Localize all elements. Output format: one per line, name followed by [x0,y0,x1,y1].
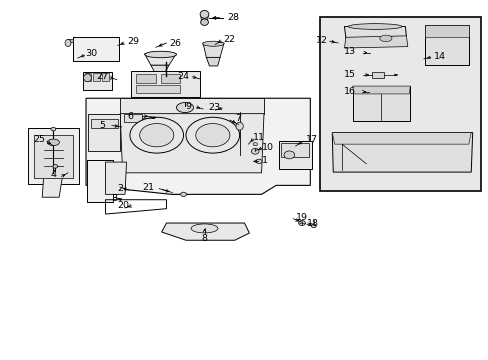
Polygon shape [200,14,208,22]
Text: 14: 14 [433,52,445,61]
Text: 24: 24 [177,72,189,81]
Text: 13: 13 [344,47,356,56]
Bar [136,74,156,83]
Polygon shape [161,223,249,240]
Bar [371,72,384,78]
Text: 28: 28 [226,13,238,22]
Polygon shape [331,133,470,144]
Polygon shape [88,114,120,151]
Polygon shape [42,166,64,197]
Text: 3: 3 [110,194,117,203]
Polygon shape [151,65,168,74]
Ellipse shape [130,117,183,153]
Text: 1: 1 [262,156,267,165]
Ellipse shape [185,117,239,153]
Text: 10: 10 [262,143,273,152]
Ellipse shape [47,139,60,145]
Text: 9: 9 [185,102,191,111]
Ellipse shape [347,24,401,30]
Text: 7: 7 [235,114,241,123]
Ellipse shape [251,148,259,154]
Polygon shape [203,43,224,58]
Polygon shape [86,98,310,194]
Polygon shape [120,114,264,173]
Polygon shape [34,135,73,178]
Text: 17: 17 [305,135,317,144]
Text: 27: 27 [96,72,108,81]
Text: 5: 5 [99,121,105,130]
Text: 20: 20 [117,201,129,210]
Text: 25: 25 [34,135,45,144]
Bar [73,37,119,61]
Polygon shape [352,86,409,94]
Text: 23: 23 [208,103,220,112]
Polygon shape [82,72,112,90]
Text: 26: 26 [169,39,181,48]
Ellipse shape [202,41,224,46]
Text: 8: 8 [201,234,207,243]
Ellipse shape [298,221,305,226]
Text: 12: 12 [315,36,327,45]
Text: 22: 22 [223,35,234,44]
Text: 29: 29 [127,37,139,46]
Bar [91,119,118,128]
Ellipse shape [311,224,316,228]
Polygon shape [105,162,126,194]
Ellipse shape [284,151,294,159]
Polygon shape [424,25,468,64]
Ellipse shape [140,123,173,147]
Polygon shape [153,117,157,119]
Polygon shape [27,128,79,184]
Polygon shape [120,98,264,114]
Ellipse shape [176,103,193,113]
Text: 18: 18 [306,219,318,228]
Ellipse shape [256,159,262,163]
Text: 4: 4 [50,171,56,180]
Polygon shape [206,57,220,66]
Polygon shape [394,74,397,76]
Ellipse shape [191,224,218,233]
Ellipse shape [379,35,391,41]
Text: 19: 19 [295,213,307,222]
Polygon shape [344,27,406,39]
Ellipse shape [51,127,56,131]
Polygon shape [87,160,113,202]
Ellipse shape [236,122,243,130]
Polygon shape [131,71,199,97]
Bar [102,73,109,81]
Text: 16: 16 [344,86,356,95]
Ellipse shape [180,192,186,197]
Polygon shape [344,36,407,48]
Polygon shape [144,54,176,65]
Bar [84,73,91,81]
Ellipse shape [83,74,91,82]
Bar [93,73,100,81]
Polygon shape [66,40,73,42]
Polygon shape [352,86,409,121]
Ellipse shape [195,123,229,147]
Text: 2: 2 [117,184,123,193]
Ellipse shape [252,143,257,146]
Ellipse shape [200,19,208,26]
Polygon shape [424,25,468,37]
Polygon shape [278,140,311,169]
Ellipse shape [200,10,208,18]
Text: 11: 11 [253,133,264,142]
Ellipse shape [65,40,71,46]
Bar [136,85,180,93]
Text: 21: 21 [142,183,154,192]
Bar [123,114,142,122]
Ellipse shape [144,51,176,58]
Bar [160,74,180,83]
Text: 6: 6 [127,112,133,121]
Ellipse shape [53,165,58,168]
Bar [320,17,480,191]
Bar [281,143,309,157]
Text: 30: 30 [84,49,97,58]
Text: 15: 15 [344,70,356,79]
Polygon shape [331,133,472,172]
